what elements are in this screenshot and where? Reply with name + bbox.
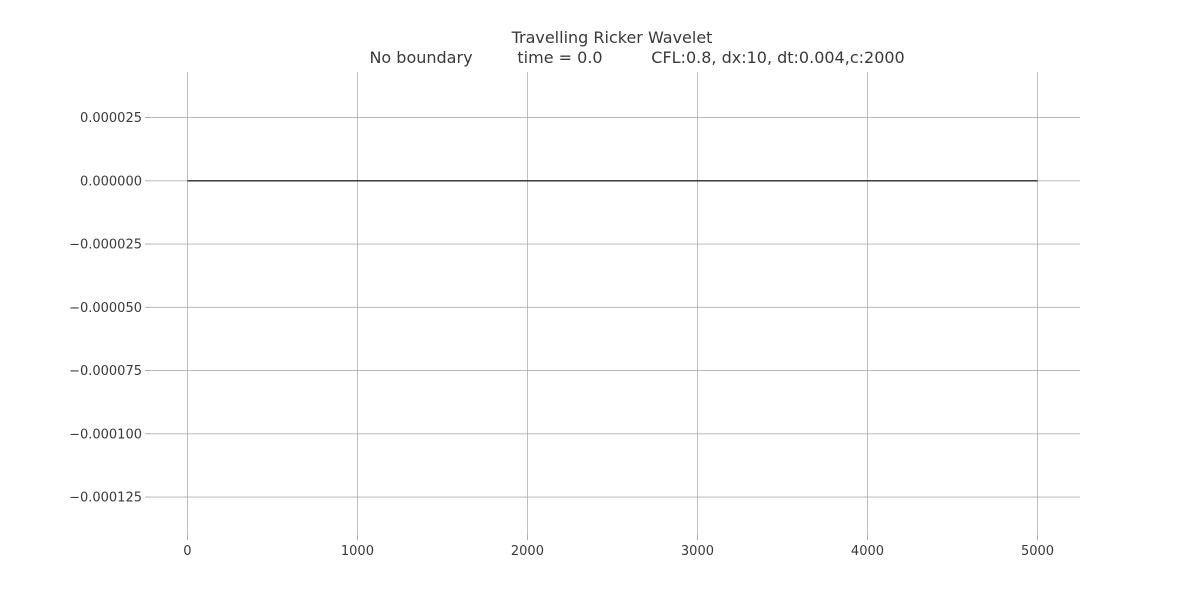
tick-layer: 0 1000 2000 3000 4000 5000 0.000025 0.000000 −0.… [69, 111, 1054, 559]
y-tick-label: −0.000025 [69, 238, 142, 253]
y-tick-label: 0.000025 [80, 111, 142, 126]
y-tick-label: −0.000100 [69, 427, 142, 442]
chart-title: Travelling Ricker Wavelet [511, 28, 713, 47]
x-tick-label: 5000 [1021, 544, 1054, 559]
x-tick-label: 3000 [681, 544, 714, 559]
x-tick-label: 0 [183, 544, 191, 559]
y-tick-label: 0.000000 [80, 174, 142, 189]
y-tick-label: −0.000050 [69, 301, 142, 316]
subtitle-time: time = 0.0 [517, 48, 602, 67]
subtitle-boundary: No boundary [369, 48, 472, 67]
x-tick-label: 2000 [511, 544, 544, 559]
y-tick-label: −0.000075 [69, 364, 142, 379]
chart-title-group: Travelling Ricker Wavelet No boundary ti… [369, 28, 904, 67]
subtitle-parameters: CFL:0.8, dx:10, dt:0.004,c:2000 [651, 48, 904, 67]
x-tick-label: 1000 [341, 544, 374, 559]
x-tick-label: 4000 [851, 544, 884, 559]
y-tick-label: −0.000125 [69, 491, 142, 506]
grid-layer [150, 72, 1080, 535]
